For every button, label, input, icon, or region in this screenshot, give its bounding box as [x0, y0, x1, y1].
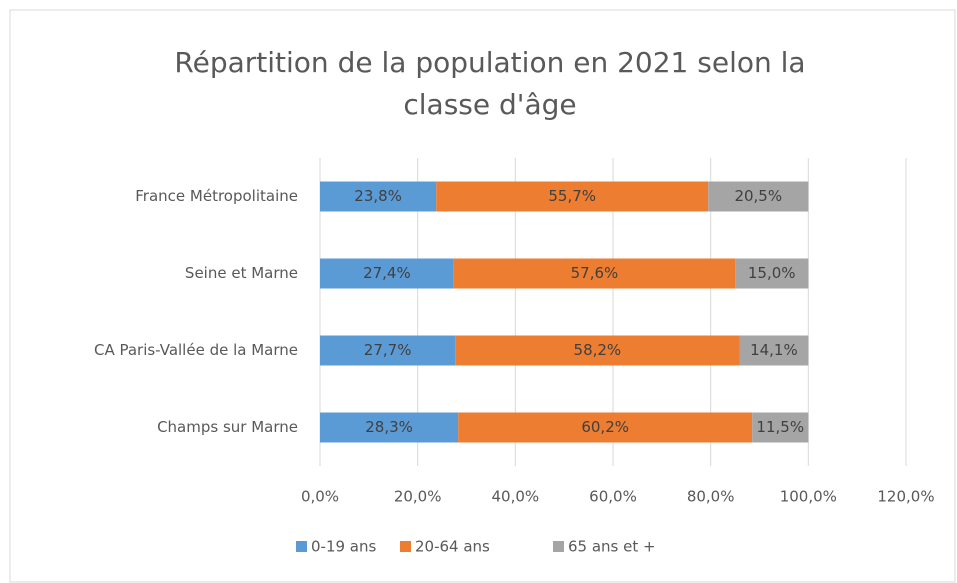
data-label: 60,2%	[581, 418, 629, 436]
bar-segment	[453, 258, 736, 289]
data-label: 28,3%	[365, 418, 413, 436]
y-tick-label: CA Paris-Vallée de la Marne	[94, 341, 298, 359]
chart-border	[9, 9, 956, 583]
data-label: 23,8%	[354, 187, 402, 205]
data-label: 55,7%	[548, 187, 596, 205]
y-tick-label: Champs sur Marne	[157, 418, 298, 436]
x-tick-label: 80,0%	[687, 488, 735, 506]
bar-segment	[752, 412, 809, 443]
legend-swatch	[400, 541, 411, 552]
data-label: 58,2%	[574, 341, 622, 359]
x-tick-label: 20,0%	[394, 488, 442, 506]
legend-swatch	[296, 541, 307, 552]
x-tick-label: 120,0%	[877, 488, 934, 506]
x-tick-label: 60,0%	[589, 488, 637, 506]
y-tick-label: Seine et Marne	[185, 264, 298, 282]
y-tick-label: France Métropolitaine	[135, 187, 298, 205]
x-tick-label: 0,0%	[301, 488, 339, 506]
bar-segment	[320, 181, 437, 212]
legend-label: 0-19 ans	[311, 538, 377, 556]
legend-label: 65 ans et +	[568, 538, 656, 556]
data-label: 20,5%	[734, 187, 782, 205]
x-tick-label: 40,0%	[492, 488, 540, 506]
data-label: 27,7%	[364, 341, 412, 359]
data-label: 15,0%	[748, 264, 796, 282]
chart-title: Répartition de la population en 2021 sel…	[174, 46, 806, 121]
bar-segment	[735, 258, 809, 289]
data-label: 57,6%	[571, 264, 619, 282]
bar-segment	[436, 181, 709, 212]
bar-segment	[458, 412, 753, 443]
x-tick-label: 100,0%	[780, 488, 837, 506]
data-label: 27,4%	[363, 264, 411, 282]
legend-label: 20-64 ans	[415, 538, 490, 556]
bar-segment	[320, 258, 454, 289]
bar-segment	[739, 335, 809, 366]
data-label: 14,1%	[750, 341, 798, 359]
bar-segment	[320, 412, 459, 443]
bar-segment	[708, 181, 809, 212]
bar-segment	[320, 335, 456, 366]
bar-segment	[455, 335, 740, 366]
legend-swatch	[553, 541, 564, 552]
data-label: 11,5%	[756, 418, 804, 436]
